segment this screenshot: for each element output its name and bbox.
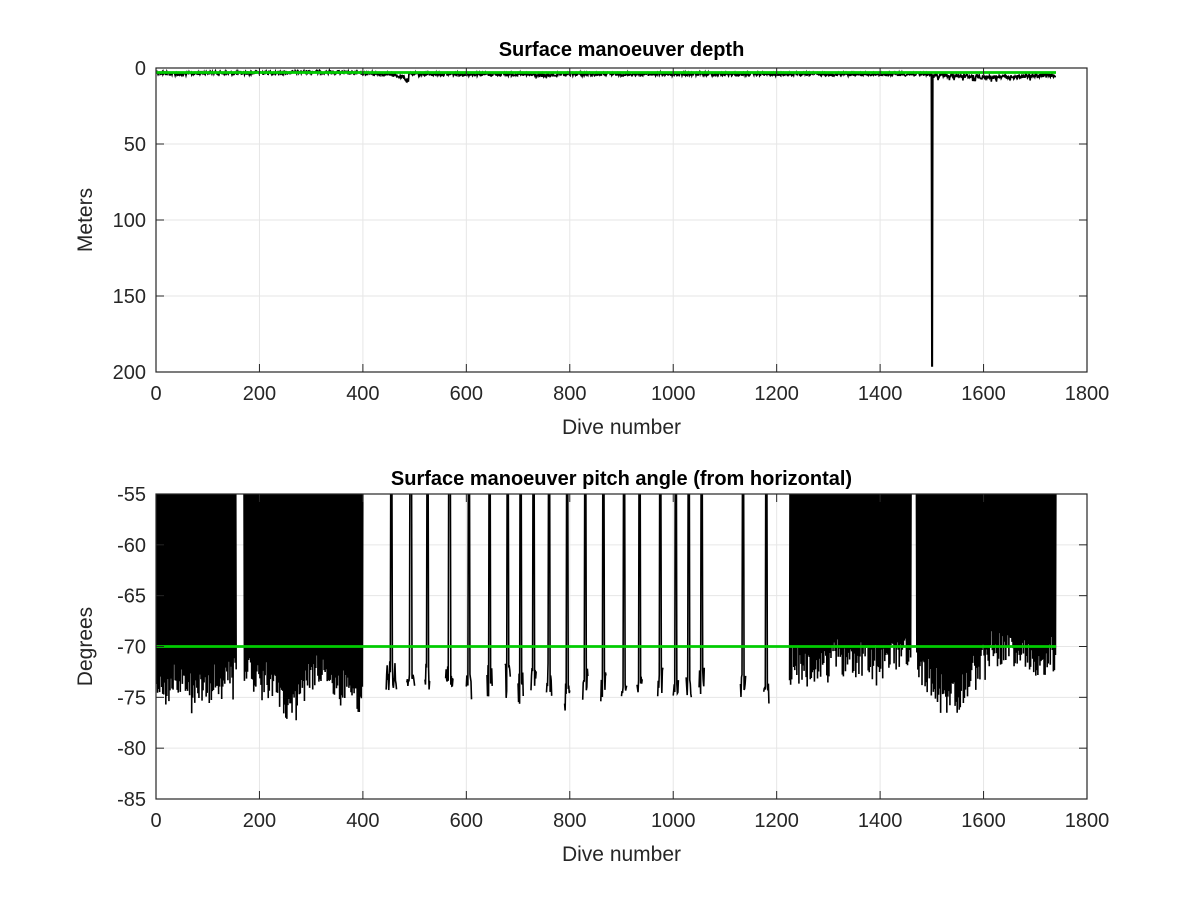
x-tick-label: 0 (150, 810, 161, 832)
data-layer (156, 494, 1057, 721)
y-tick-label: -65 (117, 586, 146, 608)
x-axis-label: Dive number (562, 843, 681, 866)
x-tick-label: 1000 (651, 383, 696, 405)
y-tick-label: 0 (135, 58, 146, 80)
y-axis-label: Meters (74, 188, 97, 252)
x-tick-label: 600 (450, 810, 483, 832)
x-tick-label: 1400 (858, 810, 903, 832)
x-tick-label: 800 (553, 810, 586, 832)
x-tick-label: 1800 (1065, 810, 1110, 832)
x-tick-label: 0 (150, 383, 161, 405)
x-tick-label: 600 (450, 383, 483, 405)
y-axis-label: Degrees (74, 607, 97, 686)
chart-title: Surface manoeuver depth (499, 39, 745, 61)
depth-series-line (156, 68, 1057, 367)
x-tick-label: 200 (243, 383, 276, 405)
x-tick-label: 1200 (754, 383, 799, 405)
y-tick-label: -55 (117, 484, 146, 506)
y-tick-label: -80 (117, 738, 146, 760)
chart-title: Surface manoeuver pitch angle (from hori… (391, 468, 852, 490)
x-axis-label: Dive number (562, 416, 681, 439)
y-tick-label: 100 (113, 210, 146, 232)
x-tick-label: 1200 (754, 810, 799, 832)
x-tick-label: 800 (553, 383, 586, 405)
x-tick-label: 1000 (651, 810, 696, 832)
x-tick-label: 1800 (1065, 383, 1110, 405)
y-tick-label: 150 (113, 286, 146, 308)
x-tick-label: 1600 (961, 810, 1006, 832)
x-tick-label: 400 (346, 810, 379, 832)
y-tick-label: -85 (117, 789, 146, 811)
x-tick-label: 400 (346, 383, 379, 405)
y-tick-label: 200 (113, 362, 146, 384)
bottom-subplot: 0 200 400 600 800 1000 1200 1400 1600 1800 -55 -60 -… (74, 468, 1110, 866)
x-tick-label: 1400 (858, 383, 903, 405)
x-tick-label: 200 (243, 810, 276, 832)
data-layer (156, 68, 1057, 367)
y-tick-label: 50 (124, 134, 146, 156)
y-tick-label: -60 (117, 535, 146, 557)
top-subplot: 0 200 400 600 800 1000 1200 1400 1600 18000501001… (74, 39, 1109, 439)
y-tick-label: -70 (117, 637, 146, 659)
x-tick-label: 1600 (961, 383, 1006, 405)
y-tick-label: -75 (117, 687, 146, 709)
